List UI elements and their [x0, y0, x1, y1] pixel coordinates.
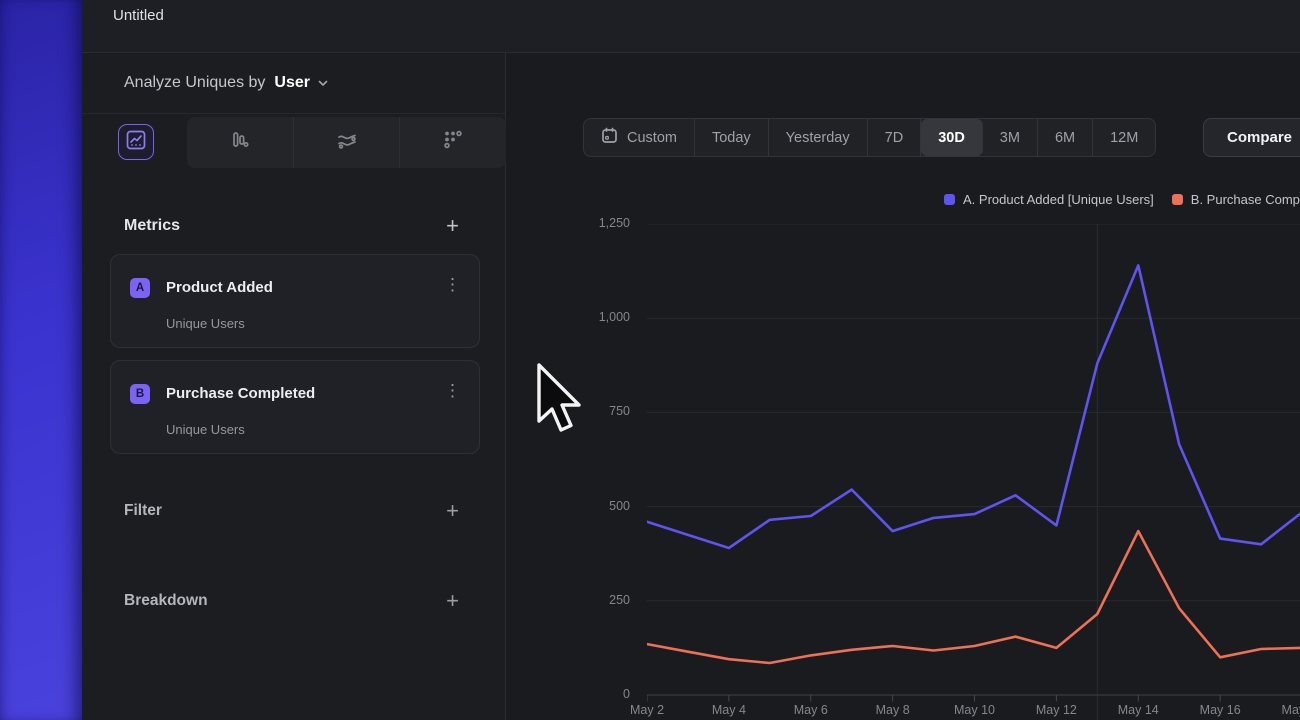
metric-b-subtitle: Unique Users: [166, 422, 245, 437]
bar-chart-icon: [229, 129, 251, 156]
metric-card-b[interactable]: B Purchase Completed Unique Users ⋮: [110, 360, 480, 454]
analyze-uniques-label: Analyze Uniques by: [124, 74, 265, 92]
range-6m[interactable]: 6M: [1038, 119, 1093, 156]
breakdown-section-header: Breakdown +: [124, 591, 459, 611]
x-axis-label: May 14: [1118, 703, 1159, 717]
range-30d[interactable]: 30D: [921, 119, 983, 156]
line-chart[interactable]: [647, 224, 1300, 720]
legend-item-a[interactable]: A. Product Added [Unique Users]: [944, 192, 1154, 207]
metrics-section-header: Metrics +: [124, 216, 459, 236]
metric-a-menu-icon[interactable]: ⋮: [444, 276, 461, 293]
legend-label-b: B. Purchase Completed [Unique Users]: [1191, 192, 1300, 207]
stream-chart-icon: [335, 128, 359, 157]
metric-card-a[interactable]: A Product Added Unique Users ⋮: [110, 254, 480, 348]
x-axis-label: May 18: [1282, 703, 1300, 717]
line-chart-icon: [126, 130, 146, 155]
y-axis-label: 500: [510, 499, 630, 513]
legend-swatch-b: [1172, 194, 1183, 205]
x-axis-label: May 8: [876, 703, 910, 717]
mouse-cursor-icon: [536, 362, 582, 436]
legend-label-a: A. Product Added [Unique Users]: [963, 192, 1154, 207]
tab-dot-grid-chart[interactable]: [400, 117, 506, 168]
chart-plot-svg: [647, 224, 1300, 720]
filter-section-header: Filter +: [124, 501, 459, 521]
metric-b-title: Purchase Completed: [166, 385, 315, 402]
add-metric-button[interactable]: +: [446, 216, 459, 236]
range-3m[interactable]: 3M: [983, 119, 1038, 156]
x-axis-label: May 4: [712, 703, 746, 717]
range-custom[interactable]: Custom: [584, 119, 695, 156]
chart-legend: A. Product Added [Unique Users] B. Purch…: [944, 192, 1300, 207]
legend-item-b[interactable]: B. Purchase Completed [Unique Users]: [1172, 192, 1300, 207]
x-axis-label: May 2: [630, 703, 664, 717]
background-accent-strip: [0, 0, 82, 720]
metric-a-badge: A: [130, 278, 150, 298]
dot-grid-icon: [441, 128, 465, 157]
y-axis-label: 250: [510, 593, 630, 607]
page-title: Untitled: [113, 7, 164, 24]
chevron-down-icon[interactable]: [317, 77, 329, 89]
analyze-uniques-row: Analyze Uniques by User: [82, 53, 505, 114]
range-12m[interactable]: 12M: [1093, 119, 1155, 156]
y-axis-label: 0: [510, 687, 630, 701]
tab-line-chart[interactable]: [118, 124, 154, 160]
analyze-by-dropdown[interactable]: User: [274, 74, 310, 92]
time-range-group: Custom Today Yesterday 7D 30D 3M 6M 12M: [583, 118, 1156, 157]
range-7d[interactable]: 7D: [868, 119, 922, 156]
calendar-icon: [601, 127, 618, 148]
range-today[interactable]: Today: [695, 119, 769, 156]
metric-b-badge: B: [130, 384, 150, 404]
legend-swatch-a: [944, 194, 955, 205]
metrics-title: Metrics: [124, 217, 180, 235]
chart-type-tab-group: [187, 117, 506, 168]
add-filter-button[interactable]: +: [446, 501, 459, 521]
x-axis-label: May 16: [1200, 703, 1241, 717]
x-axis-label: May 6: [794, 703, 828, 717]
metric-b-menu-icon[interactable]: ⋮: [444, 382, 461, 399]
range-custom-label: Custom: [627, 130, 677, 146]
sidebar: Analyze Uniques by User: [82, 53, 506, 720]
app-window: Untitled Analyze Uniques by User: [0, 0, 1300, 720]
x-axis-label: May 10: [954, 703, 995, 717]
metric-a-title: Product Added: [166, 279, 273, 296]
compare-button[interactable]: Compare: [1203, 118, 1300, 157]
x-axis-label: May 12: [1036, 703, 1077, 717]
filter-title: Filter: [124, 502, 162, 520]
add-breakdown-button[interactable]: +: [446, 591, 459, 611]
y-axis-label: 1,250: [510, 216, 630, 230]
tab-bar-chart[interactable]: [187, 117, 294, 168]
y-axis-label: 750: [510, 404, 630, 418]
tab-stream-chart[interactable]: [294, 117, 401, 168]
breakdown-title: Breakdown: [124, 592, 208, 610]
range-yesterday[interactable]: Yesterday: [769, 119, 868, 156]
metric-a-subtitle: Unique Users: [166, 316, 245, 331]
top-bar: Untitled: [82, 0, 1300, 53]
y-axis-label: 1,000: [510, 310, 630, 324]
